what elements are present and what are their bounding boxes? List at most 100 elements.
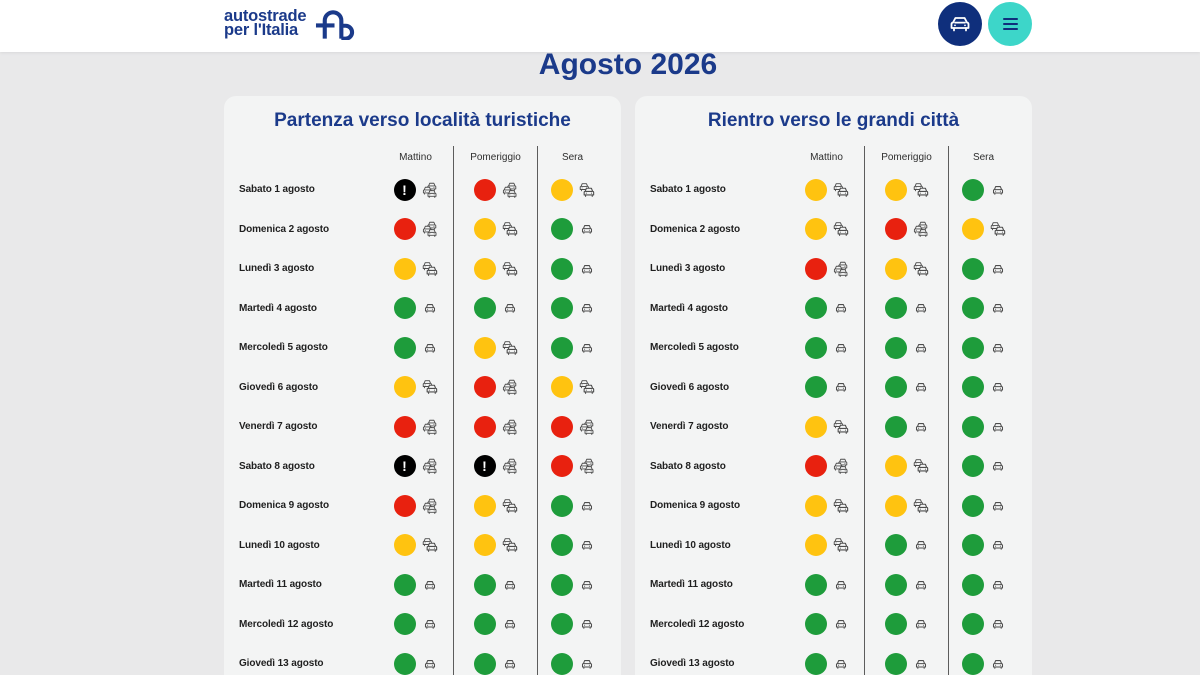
- single-car-icon: [422, 656, 438, 672]
- warning-mark: !: [402, 181, 407, 198]
- menu-button[interactable]: [988, 2, 1032, 46]
- period-header-afternoon: Pomeriggio: [864, 146, 948, 170]
- slow-traffic-icon: [422, 261, 438, 277]
- traffic-level-green-dot: [550, 613, 573, 636]
- slow-traffic-icon: [502, 537, 518, 553]
- day-column-header: [224, 146, 378, 170]
- slow-traffic-icon: [913, 261, 929, 277]
- day-label: Venerdì 7 agosto: [650, 421, 729, 433]
- forecast-cell-evening: [537, 367, 607, 407]
- traffic-queue-icon: [502, 379, 518, 396]
- forecast-cell-afternoon: [864, 367, 948, 407]
- single-car-icon: [422, 300, 438, 316]
- slow-traffic-icon: [833, 498, 849, 514]
- traffic-level-green-dot: [884, 613, 907, 636]
- day-label: Mercoledì 12 agosto: [650, 618, 745, 630]
- traffic-level-green-dot: [550, 257, 573, 280]
- traffic-level-red-dot: [393, 415, 416, 438]
- traffic-level-yellow-dot: [393, 257, 416, 280]
- slow-traffic-icon: [913, 182, 929, 198]
- traffic-level-green-dot: [961, 652, 984, 675]
- period-header-evening: Sera: [948, 146, 1018, 170]
- forecast-cell-morning: [378, 249, 453, 289]
- forecast-cell-evening: [537, 486, 607, 526]
- traffic-level-green-dot: [961, 494, 984, 517]
- single-car-icon: [579, 498, 595, 514]
- traffic-level-green-dot: [550, 652, 573, 675]
- forecast-cell-afternoon: [864, 525, 948, 565]
- traffic-level-red-dot: [473, 178, 496, 201]
- single-car-icon: [990, 379, 1006, 395]
- forecast-cell-afternoon: [453, 288, 537, 328]
- traffic-info-button[interactable]: [938, 2, 982, 46]
- forecast-rows: Sabato 1 agosto! Domenica 2 agosto Lunedì …: [224, 170, 621, 675]
- forecast-cell-morning: [789, 407, 864, 447]
- single-car-icon: [990, 261, 1006, 277]
- traffic-level-green-dot: [961, 178, 984, 201]
- single-car-icon: [990, 498, 1006, 514]
- day-label: Domenica 9 agosto: [650, 500, 740, 512]
- forecast-rows: Sabato 1 agosto Domenica 2 agosto Lunedì 3…: [635, 170, 1032, 675]
- single-car-icon: [833, 616, 849, 632]
- day-label: Mercoledì 5 agosto: [239, 342, 328, 354]
- single-car-icon: [833, 300, 849, 316]
- forecast-cell-evening: [537, 604, 607, 644]
- forecast-cell-evening: [948, 604, 1018, 644]
- day-label: Martedì 11 agosto: [650, 579, 733, 591]
- traffic-queue-icon: [422, 458, 438, 475]
- traffic-level-black-dot: !: [393, 178, 416, 201]
- page-title: Agosto 2026: [538, 48, 718, 81]
- forecast-cell-morning: [378, 328, 453, 368]
- traffic-level-green-dot: [393, 613, 416, 636]
- home-logo-link[interactable]: autostrade per l'Italia: [224, 7, 358, 43]
- single-car-icon: [990, 656, 1006, 672]
- forecast-row: Venerdì 7 agosto: [635, 407, 1032, 447]
- traffic-queue-icon: [579, 458, 595, 475]
- traffic-queue-icon: [422, 221, 438, 238]
- single-car-icon: [502, 616, 518, 632]
- card-title: Partenza verso località turistiche: [274, 110, 571, 131]
- forecast-cell-morning: [378, 368, 453, 408]
- forecast-cell-afternoon: [864, 288, 948, 328]
- traffic-level-green-dot: [550, 336, 573, 359]
- traffic-level-yellow-dot: [473, 534, 496, 557]
- traffic-level-green-dot: [961, 297, 984, 320]
- single-car-icon: [913, 379, 929, 395]
- traffic-level-yellow-dot: [550, 376, 573, 399]
- forecast-cell-morning: !: [378, 170, 453, 210]
- traffic-level-yellow-dot: [804, 415, 827, 438]
- forecast-cell-evening: [948, 209, 1018, 249]
- forecast-cell-evening: [537, 288, 607, 328]
- traffic-level-green-dot: [884, 297, 907, 320]
- forecast-cell-evening: [537, 170, 607, 210]
- period-header-morning: Mattino: [399, 152, 432, 163]
- slow-traffic-icon: [502, 221, 518, 237]
- forecast-cell-afternoon: [864, 446, 948, 486]
- forecast-row: Lunedì 3 agosto: [635, 249, 1032, 289]
- single-car-icon: [913, 340, 929, 356]
- traffic-level-yellow-dot: [473, 336, 496, 359]
- day-label: Mercoledì 5 agosto: [650, 342, 739, 354]
- forecast-cell-evening: [948, 446, 1018, 486]
- traffic-level-red-dot: [473, 415, 496, 438]
- car-icon: [950, 17, 970, 32]
- forecast-cell-morning: [378, 644, 453, 675]
- autostrade-a-logo-icon: [315, 10, 355, 40]
- forecast-cell-evening: [537, 407, 607, 447]
- logo-wordmark: autostrade per l'Italia: [224, 8, 307, 39]
- forecast-cell-afternoon: [864, 407, 948, 447]
- single-car-icon: [579, 221, 595, 237]
- forecast-cell-evening: [948, 249, 1018, 289]
- forecast-cell-morning: [789, 486, 864, 526]
- traffic-level-green-dot: [961, 376, 984, 399]
- forecast-cell-morning: [789, 368, 864, 408]
- traffic-level-yellow-dot: [804, 494, 827, 517]
- single-car-icon: [913, 656, 929, 672]
- traffic-level-black-dot: !: [393, 455, 416, 478]
- traffic-level-yellow-dot: [961, 218, 984, 241]
- forecast-cell-afternoon: [453, 249, 537, 289]
- forecast-cell-afternoon: [864, 565, 948, 605]
- day-label: Martedì 4 agosto: [650, 302, 728, 314]
- forecast-cell-morning: [789, 289, 864, 329]
- single-car-icon: [579, 537, 595, 553]
